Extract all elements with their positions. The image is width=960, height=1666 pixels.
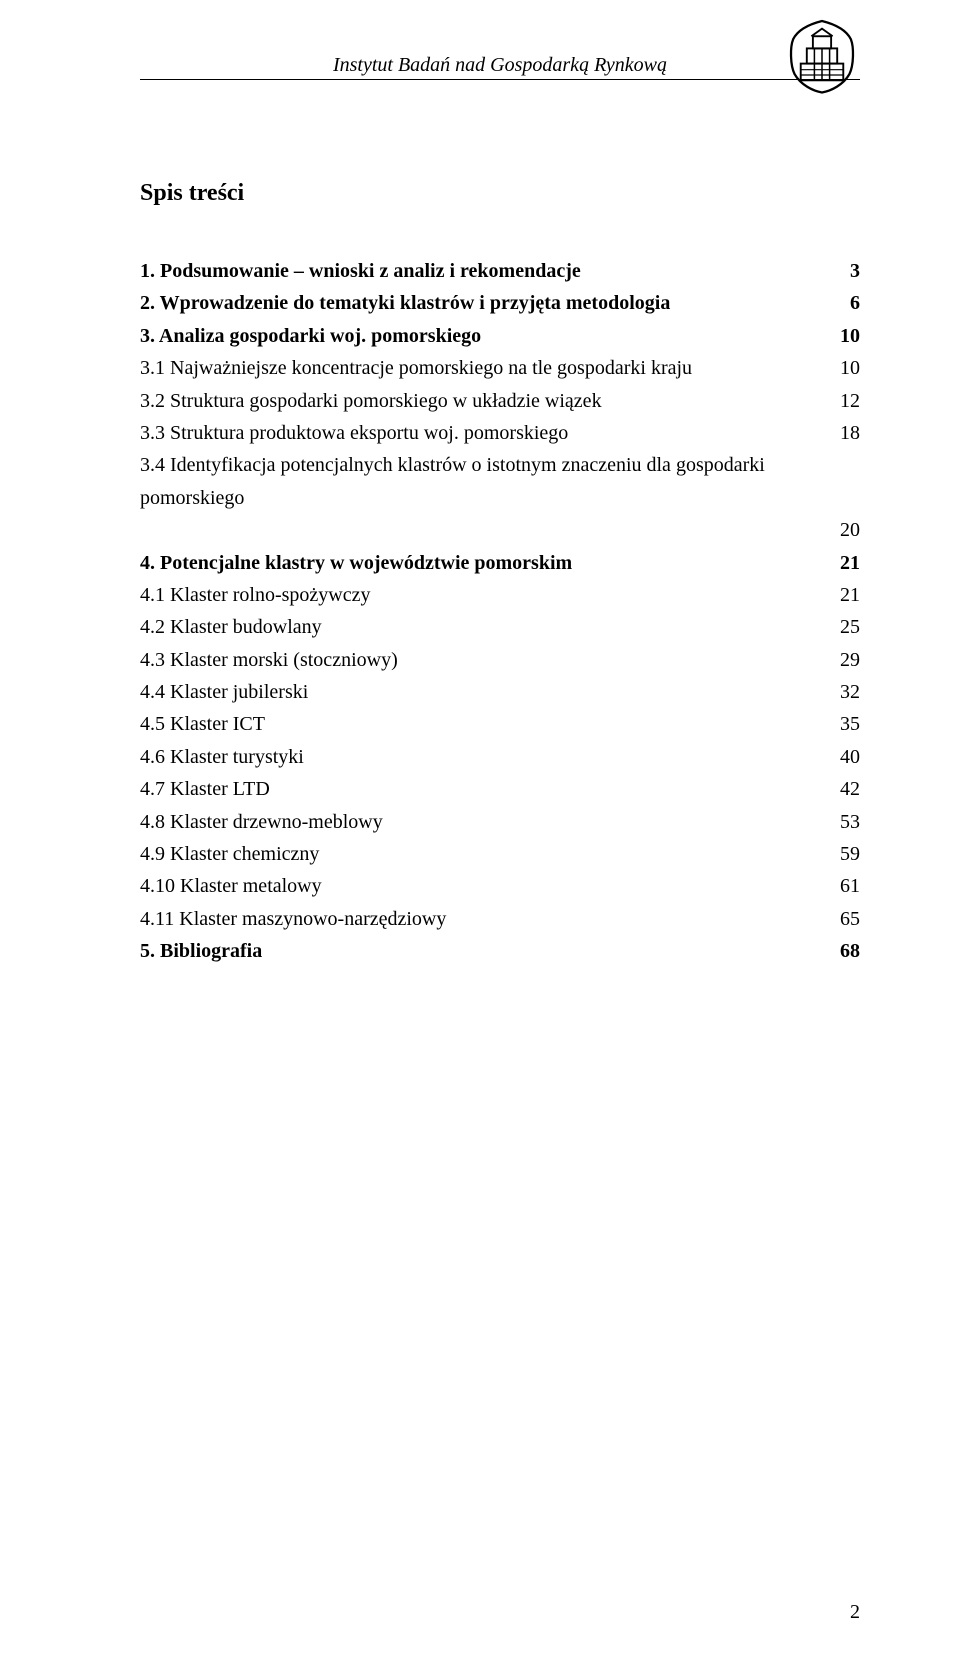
toc-entry-3: 3. Analiza gospodarki woj. pomorskiego 1…: [140, 320, 860, 352]
toc-label: 4.9 Klaster chemiczny: [140, 838, 319, 870]
toc-entry-5: 5. Bibliografia 68: [140, 935, 860, 967]
toc-page: 42: [828, 773, 860, 805]
toc-entry-4-8: 4.8 Klaster drzewno-meblowy 53: [140, 806, 860, 838]
toc-entry-4-9: 4.9 Klaster chemiczny 59: [140, 838, 860, 870]
toc-page: 59: [828, 838, 860, 870]
toc-page: 18: [828, 417, 860, 449]
page-number: 2: [850, 1601, 860, 1624]
toc-entry-4-11: 4.11 Klaster maszynowo-narzędziowy 65: [140, 903, 860, 935]
toc-label: 4.7 Klaster LTD: [140, 773, 270, 805]
toc-label: 4.8 Klaster drzewno-meblowy: [140, 806, 383, 838]
toc-label: 4.1 Klaster rolno-spożywczy: [140, 579, 371, 611]
toc-label: 2. Wprowadzenie do tematyki klastrów i p…: [140, 287, 670, 319]
toc-label: 4.2 Klaster budowlany: [140, 611, 322, 643]
toc-label: 3.4 Identyfikacja potencjalnych klastrów…: [140, 449, 860, 514]
toc-title: Spis treści: [140, 180, 860, 207]
toc-entry-2: 2. Wprowadzenie do tematyki klastrów i p…: [140, 287, 860, 319]
toc-entry-4-6: 4.6 Klaster turystyki 40: [140, 741, 860, 773]
toc-page: 25: [828, 611, 860, 643]
toc-entry-4-3: 4.3 Klaster morski (stoczniowy) 29: [140, 644, 860, 676]
toc-page: 32: [828, 676, 860, 708]
toc-label: 5. Bibliografia: [140, 935, 262, 967]
toc-label: 4.3 Klaster morski (stoczniowy): [140, 644, 398, 676]
toc-label: 1. Podsumowanie – wnioski z analiz i rek…: [140, 255, 581, 287]
toc-page: 35: [828, 708, 860, 740]
table-of-contents: 1. Podsumowanie – wnioski z analiz i rek…: [140, 255, 860, 968]
document-page: Instytut Badań nad Gospodarką Rynkową Sp…: [0, 0, 960, 1666]
toc-entry-3-2: 3.2 Struktura gospodarki pomorskiego w u…: [140, 385, 860, 417]
toc-label: 3.1 Najważniejsze koncentracje pomorskie…: [140, 352, 692, 384]
toc-page: 6: [828, 287, 860, 319]
toc-label: 4.10 Klaster metalowy: [140, 870, 322, 902]
toc-page: 65: [828, 903, 860, 935]
toc-entry-4-1: 4.1 Klaster rolno-spożywczy 21: [140, 579, 860, 611]
toc-page: 10: [828, 352, 860, 384]
toc-label: 4.4 Klaster jubilerski: [140, 676, 308, 708]
toc-page: 12: [828, 385, 860, 417]
toc-page: 40: [828, 741, 860, 773]
toc-label: 4.11 Klaster maszynowo-narzędziowy: [140, 903, 446, 935]
toc-page: 21: [828, 547, 860, 579]
toc-page: 61: [828, 870, 860, 902]
header-institute: Instytut Badań nad Gospodarką Rynkową: [140, 48, 860, 77]
toc-label: 3.2 Struktura gospodarki pomorskiego w u…: [140, 385, 602, 417]
toc-page: 29: [828, 644, 860, 676]
header-rule: Instytut Badań nad Gospodarką Rynkową: [140, 48, 860, 80]
toc-page: 53: [828, 806, 860, 838]
toc-page: 20: [828, 514, 860, 546]
toc-entry-4-4: 4.4 Klaster jubilerski 32: [140, 676, 860, 708]
toc-page: 21: [828, 579, 860, 611]
toc-entry-4-10: 4.10 Klaster metalowy 61: [140, 870, 860, 902]
toc-label: 3. Analiza gospodarki woj. pomorskiego: [140, 320, 481, 352]
toc-entry-3-1: 3.1 Najważniejsze koncentracje pomorskie…: [140, 352, 860, 384]
toc-label: 3.3 Struktura produktowa eksportu woj. p…: [140, 417, 568, 449]
toc-entry-4-7: 4.7 Klaster LTD 42: [140, 773, 860, 805]
toc-entry-3-4: 3.4 Identyfikacja potencjalnych klastrów…: [140, 449, 860, 546]
toc-label: 4. Potencjalne klastry w województwie po…: [140, 547, 572, 579]
toc-entry-1: 1. Podsumowanie – wnioski z analiz i rek…: [140, 255, 860, 287]
toc-entry-3-3: 3.3 Struktura produktowa eksportu woj. p…: [140, 417, 860, 449]
toc-entry-4-2: 4.2 Klaster budowlany 25: [140, 611, 860, 643]
toc-page: 10: [828, 320, 860, 352]
toc-page: 68: [828, 935, 860, 967]
toc-entry-4: 4. Potencjalne klastry w województwie po…: [140, 547, 860, 579]
toc-entry-4-5: 4.5 Klaster ICT 35: [140, 708, 860, 740]
toc-page: 3: [828, 255, 860, 287]
toc-label: 4.6 Klaster turystyki: [140, 741, 304, 773]
toc-label: 4.5 Klaster ICT: [140, 708, 265, 740]
